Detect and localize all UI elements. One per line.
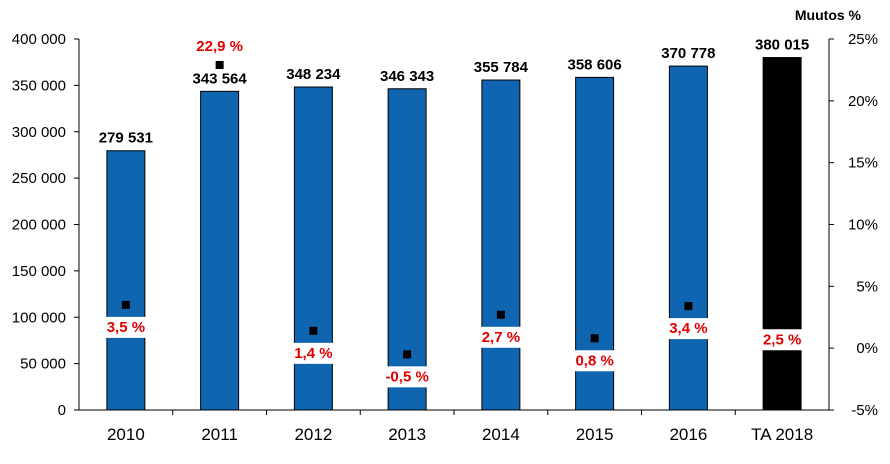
value-label: 380 015 <box>755 37 809 54</box>
change-label-box <box>470 326 531 348</box>
x-tick-label: 2010 <box>107 425 145 444</box>
x-tick-label: 2016 <box>669 425 707 444</box>
change-label-box <box>752 329 813 351</box>
value-label: 370 778 <box>661 45 715 62</box>
change-marker <box>590 334 599 343</box>
right-tick-label: 10% <box>848 217 878 234</box>
change-label: 1,4 % <box>294 345 332 362</box>
x-tick-label: TA 2018 <box>751 425 813 444</box>
change-label-box <box>658 318 719 340</box>
right-tick-label: 15% <box>848 155 878 172</box>
x-tick-label: 2012 <box>294 425 332 444</box>
bar <box>762 57 802 411</box>
value-label: 358 606 <box>568 56 622 73</box>
left-tick-label: 350 000 <box>12 77 66 94</box>
change-marker <box>496 310 505 319</box>
change-label: -0,5 % <box>385 368 428 385</box>
x-tick-label: 2013 <box>388 425 426 444</box>
change-label: 2,7 % <box>482 329 520 346</box>
bar <box>106 150 146 411</box>
left-tick-label: 400 000 <box>12 31 66 48</box>
left-tick-label: 100 000 <box>12 309 66 326</box>
markers <box>121 60 787 359</box>
value-label: 279 531 <box>99 130 153 147</box>
change-marker <box>215 60 224 69</box>
bar <box>200 90 240 411</box>
change-label: 3,4 % <box>669 320 707 337</box>
left-tick-label: 300 000 <box>12 124 66 141</box>
change-label-box <box>283 342 344 364</box>
right-tick-label: 20% <box>848 93 878 110</box>
change-label: 0,8 % <box>575 352 613 369</box>
right-axis-title: Muutos % <box>795 7 862 23</box>
change-label-box <box>95 316 156 338</box>
left-tick-label: 50 000 <box>20 356 66 373</box>
x-tick-label: 2014 <box>482 425 520 444</box>
bar <box>668 65 708 411</box>
change-marker <box>778 313 787 322</box>
bar <box>481 79 521 411</box>
value-labels: 279 531 343 564 348 234 346 343 355 784 358 6… <box>99 37 809 147</box>
change-label-box <box>564 350 625 372</box>
value-label: 346 343 <box>380 68 434 85</box>
change-label: 3,5 % <box>107 319 145 336</box>
change-marker <box>403 350 412 359</box>
right-tick-label: 0% <box>856 340 878 357</box>
right-tick-label: 5% <box>856 278 878 295</box>
right-tick-label: 25% <box>848 31 878 48</box>
left-axis: 0 50 000 100 000 150 000 200 000 250 000 300 0… <box>12 31 80 419</box>
change-label-box <box>377 366 438 388</box>
right-tick-label: -5% <box>851 402 878 419</box>
left-tick-label: 250 000 <box>12 170 66 187</box>
value-label: 348 234 <box>286 66 341 83</box>
bar <box>387 88 427 411</box>
pct-labels: 3,5 % 22,9 % 1,4 % -0,5 % 2,7 % 0,8 % 3,4 % 2,5… <box>95 38 813 388</box>
x-tick-label: 2015 <box>576 425 614 444</box>
change-label: 2,5 % <box>763 331 801 348</box>
x-axis: 2010 2011 2012 2013 2014 2015 2016 TA 2018 <box>79 409 829 444</box>
change-marker <box>121 300 130 309</box>
change-label: 22,9 % <box>196 38 243 55</box>
right-axis: -5% 0% 5% 10% 15% 20% 25% <box>828 31 878 419</box>
x-tick-label: 2011 <box>201 425 238 444</box>
change-marker <box>684 302 693 311</box>
value-label: 355 784 <box>474 59 529 76</box>
left-tick-label: 200 000 <box>12 217 66 234</box>
bars <box>106 57 802 411</box>
left-tick-label: 0 <box>58 402 66 419</box>
left-tick-label: 150 000 <box>12 263 66 280</box>
change-marker <box>309 326 318 335</box>
value-label: 343 564 <box>193 70 248 87</box>
